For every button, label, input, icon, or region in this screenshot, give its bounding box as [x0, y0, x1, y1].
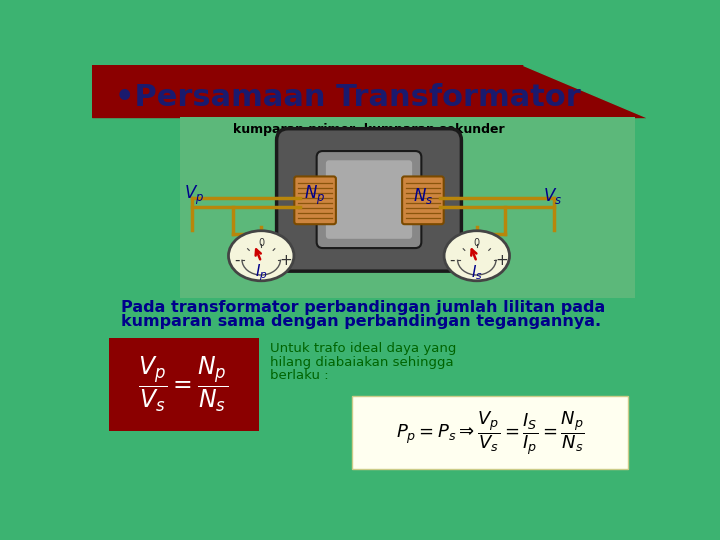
Text: +: +	[279, 253, 292, 268]
Text: 0: 0	[474, 239, 480, 248]
Text: $\dfrac{V_p}{V_s} = \dfrac{N_p}{N_s}$: $\dfrac{V_p}{V_s} = \dfrac{N_p}{N_s}$	[138, 355, 228, 414]
Bar	[352, 396, 628, 469]
Ellipse shape	[228, 231, 294, 281]
Text: Pada transformator perbandingan jumlah lilitan pada: Pada transformator perbandingan jumlah l…	[121, 300, 606, 315]
Text: hilang diabaiakan sehingga: hilang diabaiakan sehingga	[271, 355, 454, 368]
FancyBboxPatch shape	[326, 160, 412, 239]
FancyBboxPatch shape	[402, 177, 444, 224]
Text: +: +	[495, 253, 508, 268]
Text: $I_s$: $I_s$	[471, 264, 482, 282]
Polygon shape	[92, 65, 647, 117]
FancyBboxPatch shape	[294, 177, 336, 224]
Text: kumparan primer  kumparan sekunder: kumparan primer kumparan sekunder	[233, 123, 505, 136]
FancyBboxPatch shape	[317, 151, 421, 248]
Bar	[180, 117, 634, 298]
FancyBboxPatch shape	[276, 129, 462, 271]
Text: -: -	[449, 253, 455, 268]
Text: •Persamaan Transformator: •Persamaan Transformator	[115, 83, 580, 112]
Text: $I_p$: $I_p$	[255, 262, 268, 283]
Text: $N_s$: $N_s$	[413, 186, 433, 206]
Text: kumparan sama dengan perbandingan tegangannya.: kumparan sama dengan perbandingan tegang…	[121, 314, 601, 329]
Text: $N_p$: $N_p$	[305, 184, 325, 207]
Text: Untuk trafo ideal daya yang: Untuk trafo ideal daya yang	[271, 342, 456, 355]
Text: $V_p$: $V_p$	[184, 184, 204, 207]
Text: $V_s$: $V_s$	[543, 186, 562, 206]
Text: berlaku :: berlaku :	[271, 369, 329, 382]
Bar	[92, 65, 508, 117]
Bar	[109, 338, 259, 430]
Text: -: -	[234, 253, 239, 268]
Text: 0: 0	[258, 239, 264, 248]
Ellipse shape	[444, 231, 510, 281]
Text: $P_p = P_s \Rightarrow \dfrac{V_p}{V_s} = \dfrac{I_S}{I_p} = \dfrac{N_p}{N_s}$: $P_p = P_s \Rightarrow \dfrac{V_p}{V_s} …	[395, 409, 584, 457]
Polygon shape	[523, 65, 647, 117]
